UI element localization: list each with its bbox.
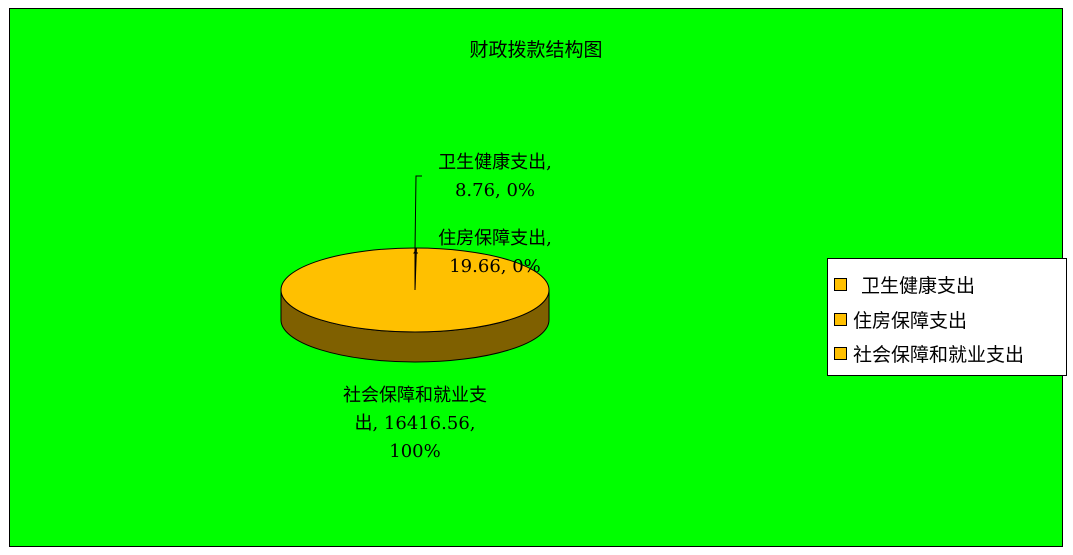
chart-legend: 卫生健康支出 住房保障支出 社会保障和就业支出 — [827, 258, 1067, 376]
pie-slice-edge-social-security — [414, 247, 417, 291]
data-label-health-line-1: 卫生健康支出, — [438, 152, 552, 173]
data-label-health: 卫生健康支出, 8.76, 0% — [410, 149, 580, 205]
leader-line-housing — [413, 249, 418, 254]
legend-label-housing: 住房保障支出 — [853, 309, 968, 332]
pie-chart — [280, 175, 550, 363]
data-label-social-line-2: 出, 16416.56, — [354, 413, 476, 434]
legend-item-housing: 住房保障支出 — [834, 304, 967, 334]
legend-swatch-social-security — [834, 346, 847, 360]
legend-swatch-housing — [834, 312, 847, 326]
data-label-housing-line-2: 19.66, 0% — [449, 256, 541, 277]
legend-item-health: 卫生健康支出 — [834, 269, 975, 299]
legend-label-social-security: 社会保障和就业支出 — [853, 343, 1025, 366]
legend-label-health: 卫生健康支出 — [861, 274, 976, 297]
leader-line-health — [414, 175, 422, 251]
legend-swatch-health — [834, 277, 847, 291]
data-label-social-security: 社会保障和就业支 出, 16416.56, 100% — [310, 382, 520, 466]
legend-item-social-security: 社会保障和就业支出 — [834, 338, 1024, 368]
data-label-housing-line-1: 住房保障支出, — [438, 228, 552, 249]
chart-title: 财政拨款结构图 — [469, 39, 603, 61]
data-label-housing: 住房保障支出, 19.66, 0% — [410, 225, 580, 281]
chart-area: 财政拨款结构图 卫生健康支出, 8.76, 0% 住房保障支出, 19.66, … — [9, 8, 1067, 547]
data-label-health-line-2: 8.76, 0% — [454, 180, 536, 201]
data-label-social-line-1: 社会保障和就业支 — [343, 385, 487, 406]
data-label-social-line-3: 100% — [389, 441, 441, 462]
